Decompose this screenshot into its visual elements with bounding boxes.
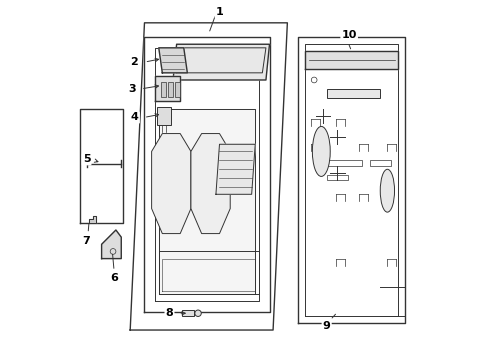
Bar [326, 175, 347, 180]
Polygon shape [173, 44, 269, 80]
Polygon shape [130, 23, 287, 330]
Bar [326, 89, 380, 98]
Text: 1: 1 [215, 7, 223, 17]
Text: 7: 7 [82, 237, 90, 247]
Bar [157, 107, 171, 125]
Text: 6: 6 [110, 273, 118, 283]
Bar [182, 310, 194, 316]
Text: 9: 9 [322, 321, 330, 332]
Text: 5: 5 [82, 154, 90, 164]
Text: 4: 4 [131, 112, 139, 122]
Polygon shape [80, 109, 123, 223]
Ellipse shape [380, 169, 394, 212]
Polygon shape [144, 37, 269, 312]
Polygon shape [102, 230, 121, 258]
Text: 10: 10 [341, 30, 356, 40]
Polygon shape [298, 37, 405, 323]
Bar [160, 82, 165, 97]
Polygon shape [159, 48, 187, 73]
Polygon shape [216, 144, 255, 194]
Text: 8: 8 [165, 308, 173, 318]
Bar [369, 160, 390, 166]
Polygon shape [151, 134, 190, 234]
Polygon shape [305, 51, 397, 69]
Ellipse shape [312, 126, 329, 176]
Polygon shape [159, 109, 255, 294]
Text: 2: 2 [130, 57, 137, 67]
Bar [326, 160, 362, 166]
Polygon shape [190, 134, 230, 234]
Bar [175, 82, 180, 97]
Polygon shape [85, 216, 96, 223]
Polygon shape [155, 76, 180, 102]
Bar [167, 82, 173, 97]
Text: 3: 3 [128, 84, 136, 94]
Circle shape [194, 310, 201, 316]
